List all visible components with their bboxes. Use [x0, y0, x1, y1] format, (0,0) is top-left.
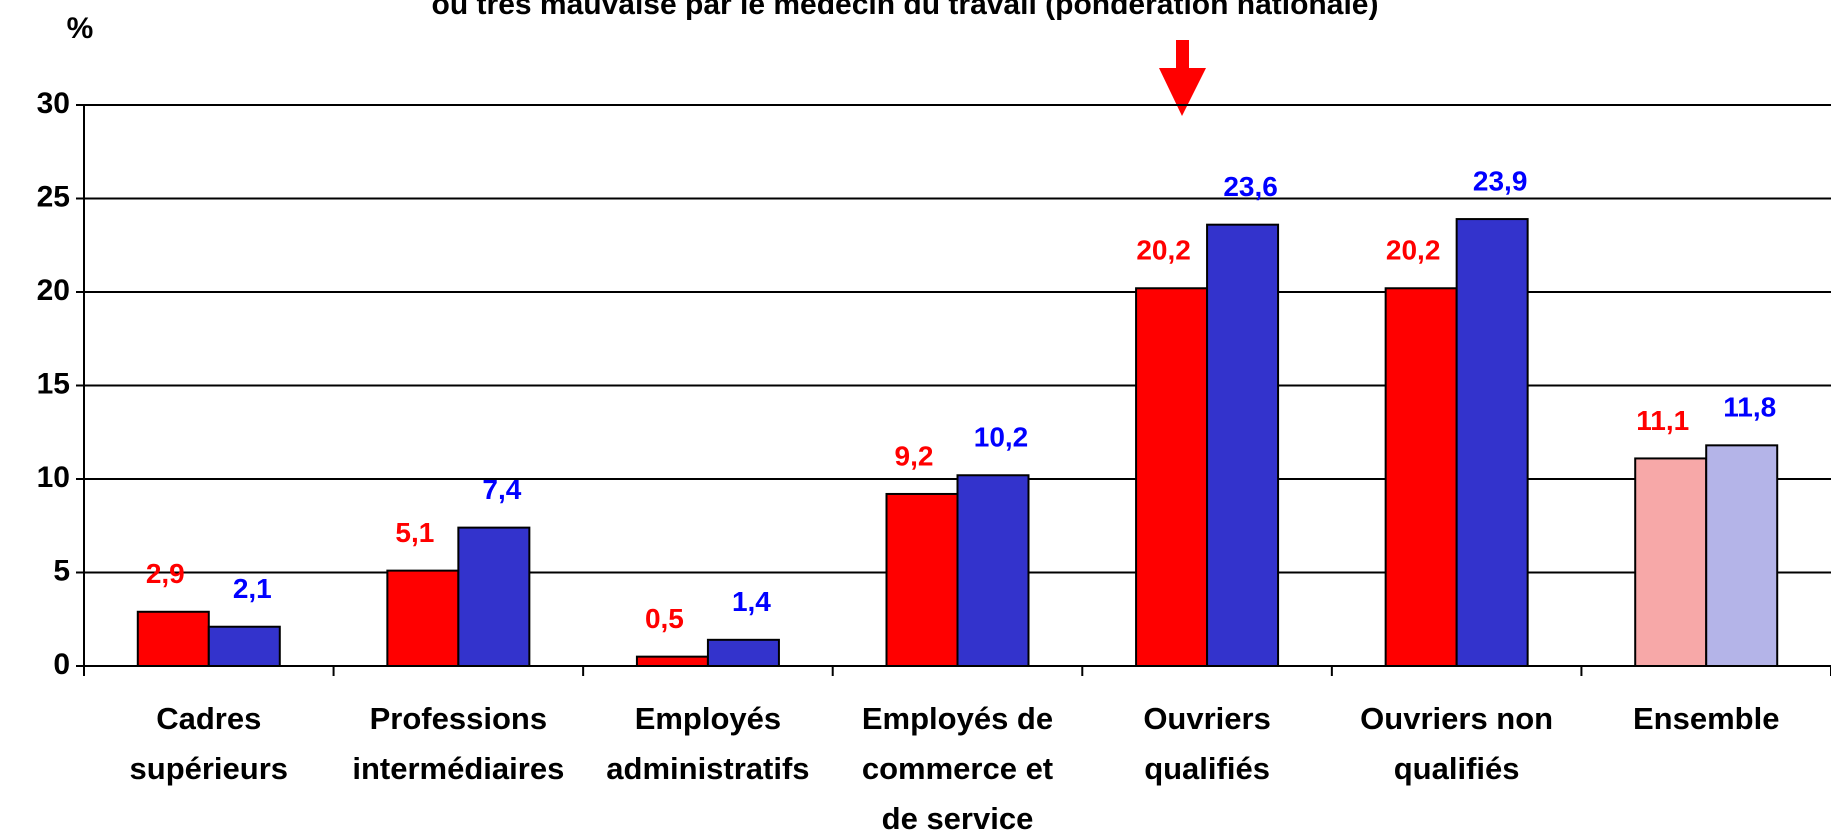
value-label: 9,2 [895, 440, 934, 471]
value-label: 0,5 [645, 603, 684, 634]
bar [1206, 223, 1280, 667]
value-label: 10,2 [974, 422, 1029, 453]
x-tick-label: Employés [635, 701, 781, 736]
value-label: 2,9 [146, 558, 185, 589]
x-tick-label: Ouvriers non [1360, 701, 1553, 736]
bar [207, 625, 281, 667]
value-label: 23,9 [1473, 165, 1528, 196]
y-tick-label: 15 [37, 367, 70, 400]
arrow-annotation [1159, 40, 1206, 116]
bar [1634, 457, 1708, 667]
x-tick-label: Ensemble [1633, 701, 1779, 736]
x-tick-label: Ouvriers [1143, 701, 1271, 736]
value-label: 1,4 [732, 586, 771, 617]
x-tick-label: administratifs [606, 751, 809, 786]
y-tick-label: 25 [37, 180, 70, 213]
y-axis-label: % [67, 12, 94, 45]
y-tick-label: 5 [53, 554, 70, 587]
bar [1705, 444, 1779, 667]
value-label: 7,4 [482, 474, 521, 505]
bar [1135, 287, 1209, 667]
value-label: 11,1 [1636, 405, 1689, 436]
value-label: 20,2 [1136, 235, 1191, 266]
bar [1384, 287, 1458, 667]
bar [956, 474, 1030, 668]
y-tick-label: 30 [37, 87, 70, 120]
bar [136, 610, 210, 668]
bar [885, 492, 959, 667]
bar [1455, 218, 1529, 667]
bar [635, 655, 709, 668]
x-tick-label: supérieurs [130, 751, 289, 786]
x-tick-label: qualifiés [1394, 751, 1520, 786]
bar [386, 569, 460, 668]
y-tick-label: 20 [37, 274, 70, 307]
x-tick-label: Professions [370, 701, 547, 736]
y-tick-label: 0 [53, 648, 70, 681]
chart-title: ou très mauvaise par le médecin du trava… [432, 0, 1379, 21]
x-tick-label: Cadres [156, 701, 261, 736]
value-label: 11,8 [1723, 392, 1776, 423]
bar [457, 526, 531, 667]
value-label: 2,1 [233, 573, 272, 604]
bar [706, 638, 780, 668]
value-label: 20,2 [1386, 235, 1441, 266]
x-tick-label: commerce et [862, 751, 1053, 786]
x-tick-label: Employés de [862, 701, 1053, 736]
x-tick-label: de service [882, 801, 1034, 835]
y-tick-label: 10 [37, 461, 70, 494]
value-label: 23,6 [1223, 171, 1278, 202]
x-tick-label: qualifiés [1144, 751, 1270, 786]
x-tick-label: intermédiaires [352, 751, 564, 786]
value-label: 5,1 [395, 517, 434, 548]
